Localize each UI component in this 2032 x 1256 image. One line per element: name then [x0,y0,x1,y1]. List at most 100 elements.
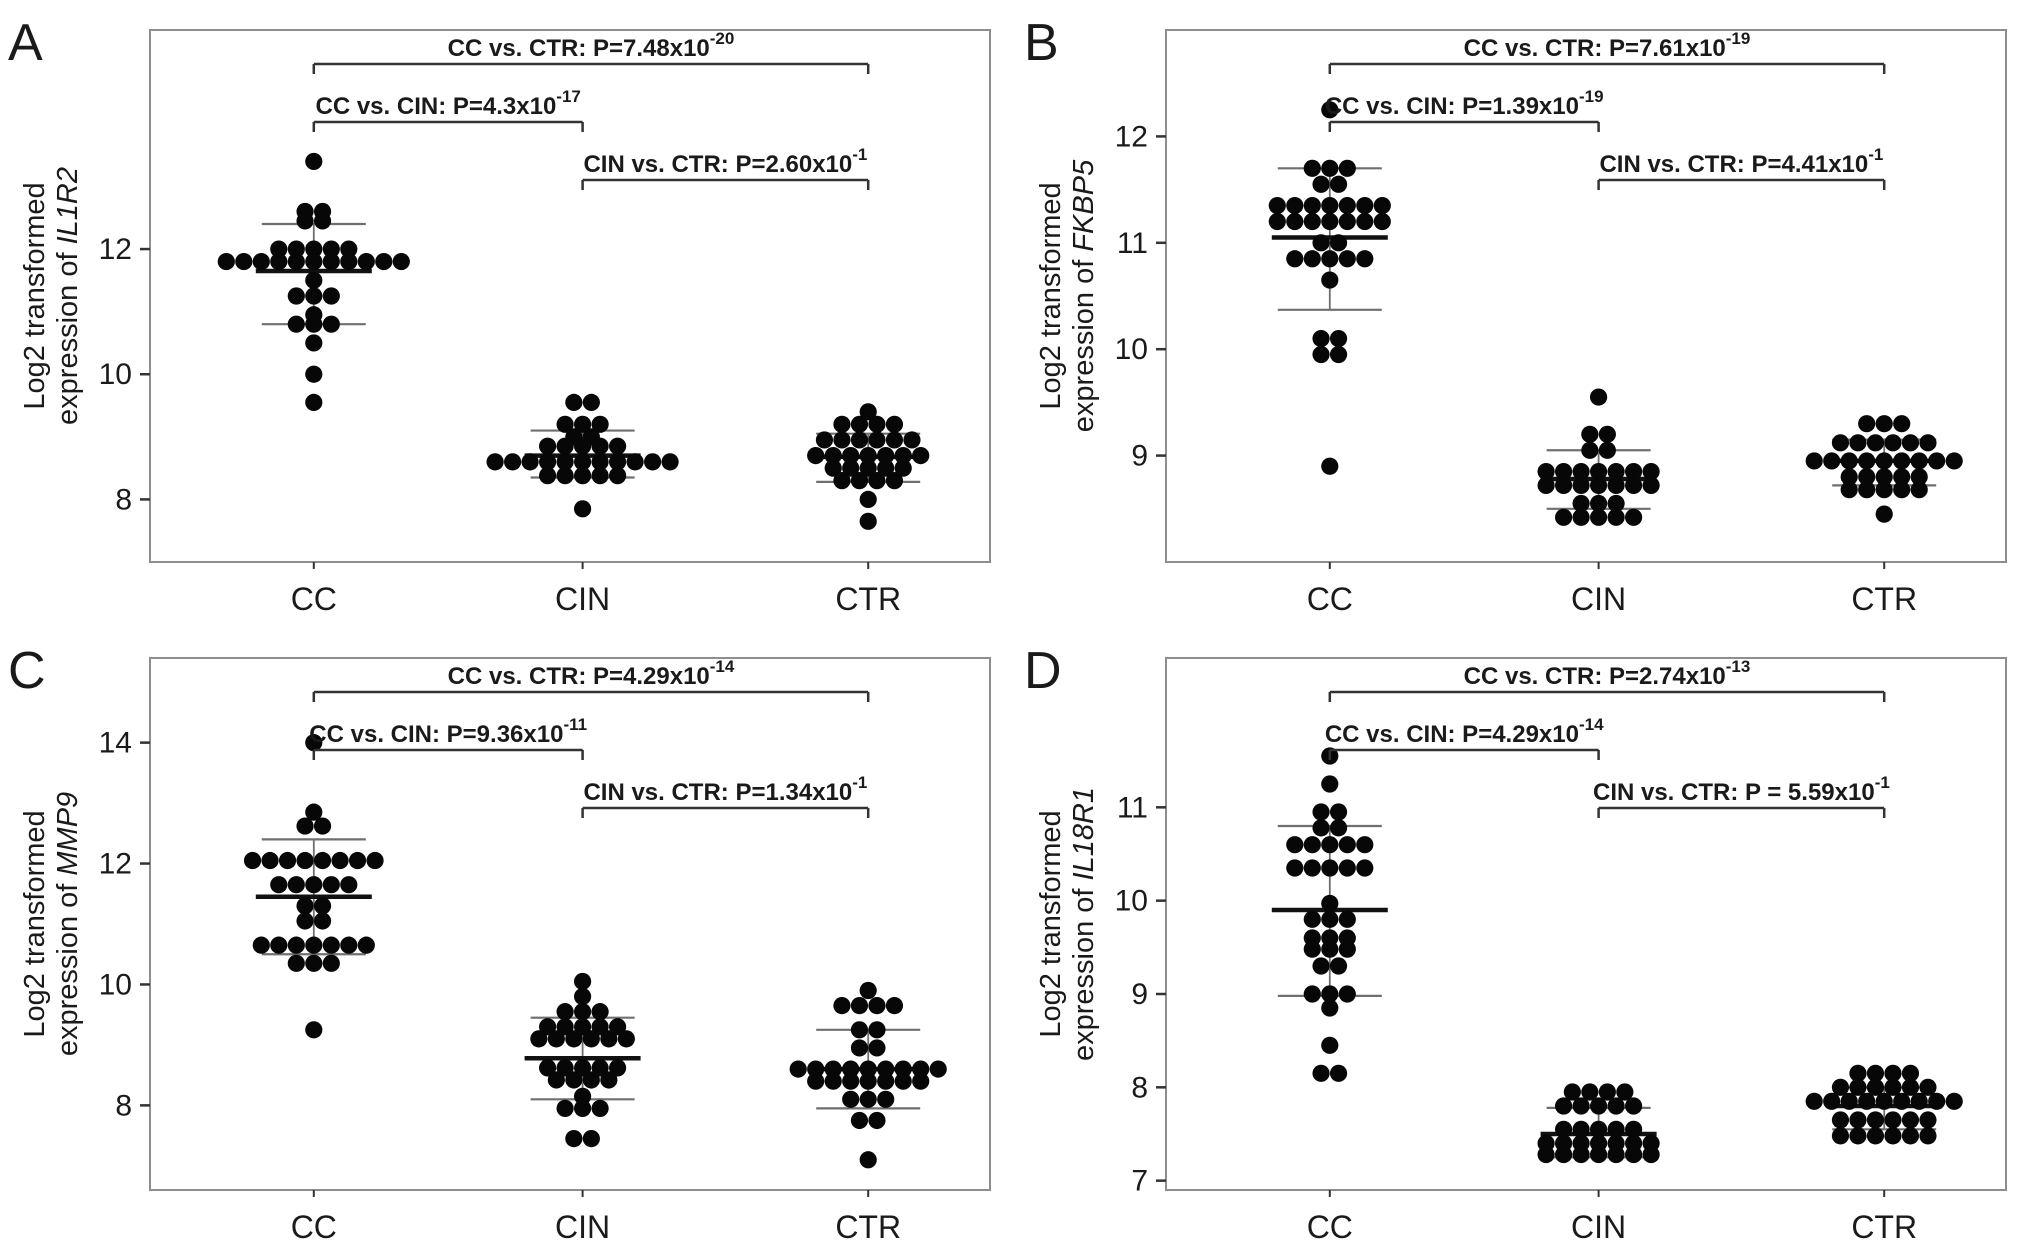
data-point [357,252,375,271]
data-point [877,1072,895,1090]
data-point [1866,434,1885,452]
data-point [894,447,912,465]
data-point [1884,1064,1902,1082]
data-point [644,453,662,471]
data-point [1945,1092,1963,1110]
data-point [1642,462,1660,481]
data-point [521,453,539,471]
data-point [503,453,522,471]
data-point [1321,457,1339,475]
data-point [859,1151,877,1169]
data-point [842,447,860,465]
data-point [1321,859,1339,877]
data-point [789,1060,807,1078]
group-CTR [1805,1064,1963,1145]
y-axis-label-line2: expression of FKBP5 [1068,159,1100,432]
data-point [1329,819,1348,837]
data-point [1321,212,1339,231]
data-point [270,876,288,894]
data-point [305,271,323,289]
group-CC [1271,747,1388,1082]
data-point [1321,196,1339,215]
data-point [574,500,592,518]
x-tick-label-CTR: CTR [835,581,901,617]
data-point [877,1060,895,1078]
data-point [556,1059,574,1077]
data-point [850,997,869,1015]
data-point [885,431,904,449]
data-point [824,1072,842,1090]
data-point [1572,476,1590,494]
data-point [1321,271,1339,289]
data-point [842,1090,860,1108]
data-point [1910,452,1928,470]
data-point [1312,345,1330,364]
data-point [1321,101,1339,119]
data-point [912,1072,930,1090]
y-tick-label: 7 [1131,1165,1148,1198]
panel-letter-D: D [1024,642,1062,700]
p-value-text: CC vs. CIN: P=4.3x10-17 [316,87,581,120]
data-point [609,467,627,485]
data-point [1581,1083,1599,1101]
data-point [1321,159,1339,177]
data-point [1910,1092,1928,1110]
significance-annotation: CC vs. CIN: P=4.29x10-14 [1325,715,1604,760]
data-point [287,936,305,954]
data-point [868,1021,886,1039]
data-point [1286,836,1304,854]
significance-annotation: CC vs. CIN: P=9.36x10-11 [309,715,587,760]
group-CIN-dots [1537,1083,1660,1164]
data-point [850,1039,869,1057]
data-point [1321,985,1339,1003]
group-CTR [789,981,947,1169]
data-point [486,453,504,471]
significance-annotation: CC vs. CIN: P=4.3x10-17 [312,87,584,132]
data-point [1823,1092,1841,1110]
data-point [217,252,235,271]
data-point [1884,1111,1902,1129]
p-value-text: CC vs. CIN: P=9.36x10-11 [309,715,587,748]
data-point [547,1030,565,1048]
data-point [1893,481,1911,499]
panel-C-chart: C Log2 transformedexpression of MMP9 8 10 12… [0,628,1016,1256]
data-point [1625,1145,1643,1164]
data-point [1555,1145,1573,1164]
y-tick-label: 11 [1117,227,1148,260]
data-point [574,437,592,455]
data-point [1642,1145,1660,1164]
data-point [1823,452,1841,470]
data-point [1910,481,1928,499]
data-point [1893,1092,1911,1110]
data-point [1875,1092,1893,1110]
group-CTR-dots [789,981,947,1169]
data-point [1625,1097,1643,1115]
p-value-exponent: -14 [1579,715,1604,734]
data-point [1840,481,1858,499]
x-tick-label-CTR: CTR [1851,1209,1917,1245]
y-tick-label: 8 [1131,1071,1148,1104]
data-point [270,936,288,954]
data-point [1893,468,1911,486]
data-point [305,334,323,352]
data-point [331,851,349,870]
data-point [1866,1078,1885,1096]
p-value-text: CC vs. CTR: P=2.74x10-13 [1464,657,1751,690]
data-point [877,447,895,465]
data-point [1303,836,1321,854]
data-point [296,897,314,915]
data-point [1321,250,1339,268]
data-point [357,936,375,954]
data-point [1555,508,1573,526]
data-point [609,1018,627,1036]
data-point [609,437,627,455]
data-point [1338,196,1356,215]
data-point [1268,212,1286,231]
data-point [565,1130,583,1148]
data-point [313,817,332,835]
data-point [305,1021,323,1039]
p-value-text: CIN vs. CTR: P=1.34x10-1 [583,773,867,806]
data-point [1555,476,1573,494]
data-point [1286,859,1304,877]
data-point [833,415,851,433]
